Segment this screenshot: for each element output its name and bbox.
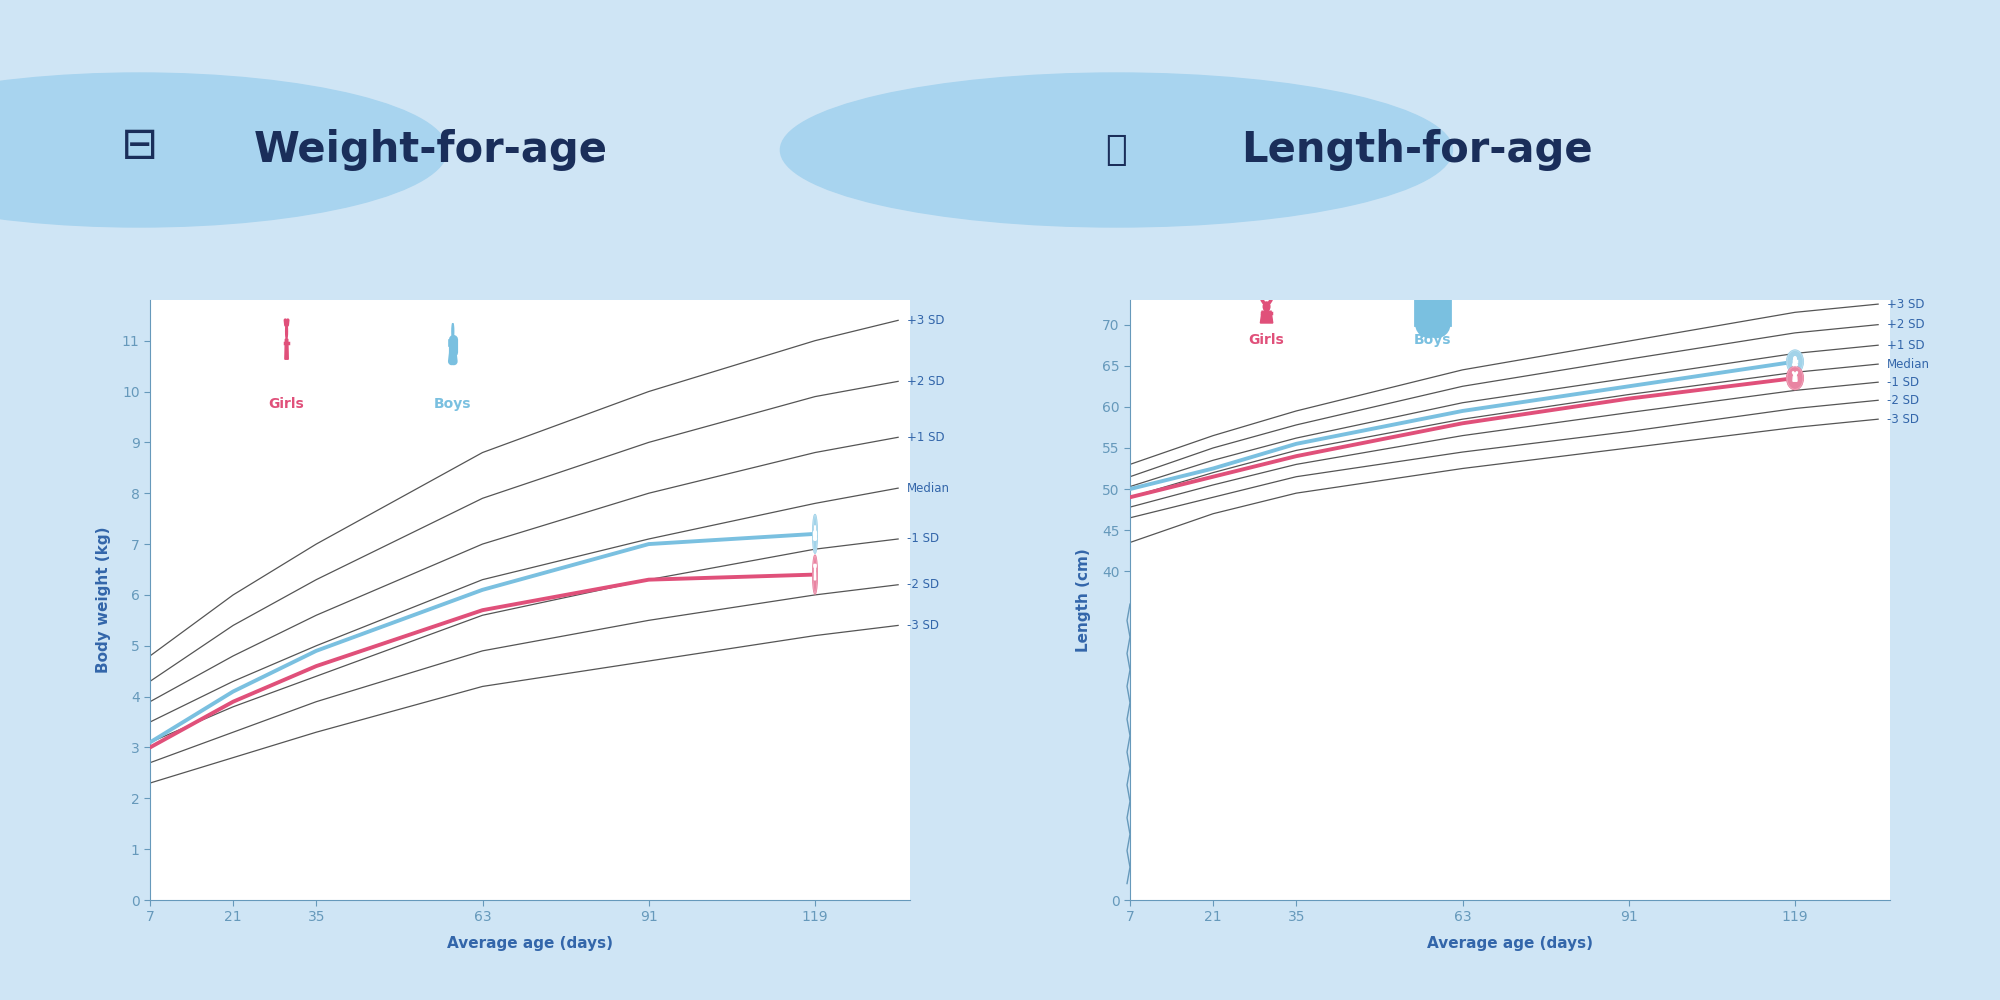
Circle shape — [1786, 367, 1804, 390]
Y-axis label: Body weight (kg): Body weight (kg) — [96, 527, 110, 673]
Circle shape — [780, 73, 1452, 227]
Circle shape — [812, 555, 818, 594]
X-axis label: Average age (days): Average age (days) — [1428, 936, 1592, 951]
Polygon shape — [1260, 311, 1272, 323]
Text: -2 SD: -2 SD — [1888, 394, 1920, 407]
Text: +3 SD: +3 SD — [1888, 298, 1924, 311]
Text: Median: Median — [908, 482, 950, 495]
Polygon shape — [1792, 377, 1798, 381]
Text: 📐: 📐 — [1106, 133, 1128, 167]
Circle shape — [1264, 302, 1270, 311]
Circle shape — [1786, 350, 1804, 373]
Y-axis label: Length (cm): Length (cm) — [1076, 548, 1090, 652]
Text: Median: Median — [1888, 358, 1930, 371]
Text: +1 SD: +1 SD — [1888, 339, 1924, 352]
Circle shape — [1786, 367, 1804, 390]
Circle shape — [812, 515, 818, 553]
Text: -2 SD: -2 SD — [908, 578, 940, 591]
Text: ⊟: ⊟ — [120, 124, 158, 167]
Text: -1 SD: -1 SD — [1888, 376, 1920, 389]
Text: -3 SD: -3 SD — [1888, 413, 1920, 426]
Text: Girls: Girls — [1248, 333, 1284, 347]
Text: +2 SD: +2 SD — [908, 375, 944, 388]
Text: Length-for-age: Length-for-age — [1242, 129, 1592, 171]
Polygon shape — [284, 339, 288, 359]
Circle shape — [812, 515, 818, 553]
Circle shape — [812, 555, 818, 594]
Circle shape — [1430, 302, 1436, 311]
Text: +1 SD: +1 SD — [908, 431, 944, 444]
Text: +3 SD: +3 SD — [908, 314, 944, 327]
Text: Weight-for-age: Weight-for-age — [254, 129, 608, 171]
Text: Girls: Girls — [268, 397, 304, 411]
Circle shape — [1794, 373, 1796, 377]
Circle shape — [1794, 357, 1796, 360]
Text: -1 SD: -1 SD — [908, 532, 940, 545]
Circle shape — [1786, 350, 1804, 373]
Text: +2 SD: +2 SD — [1888, 318, 1924, 331]
Text: Boys: Boys — [1414, 333, 1452, 347]
Circle shape — [0, 73, 448, 227]
Text: Boys: Boys — [434, 397, 472, 411]
Text: -3 SD: -3 SD — [908, 619, 940, 632]
X-axis label: Average age (days): Average age (days) — [448, 936, 612, 951]
